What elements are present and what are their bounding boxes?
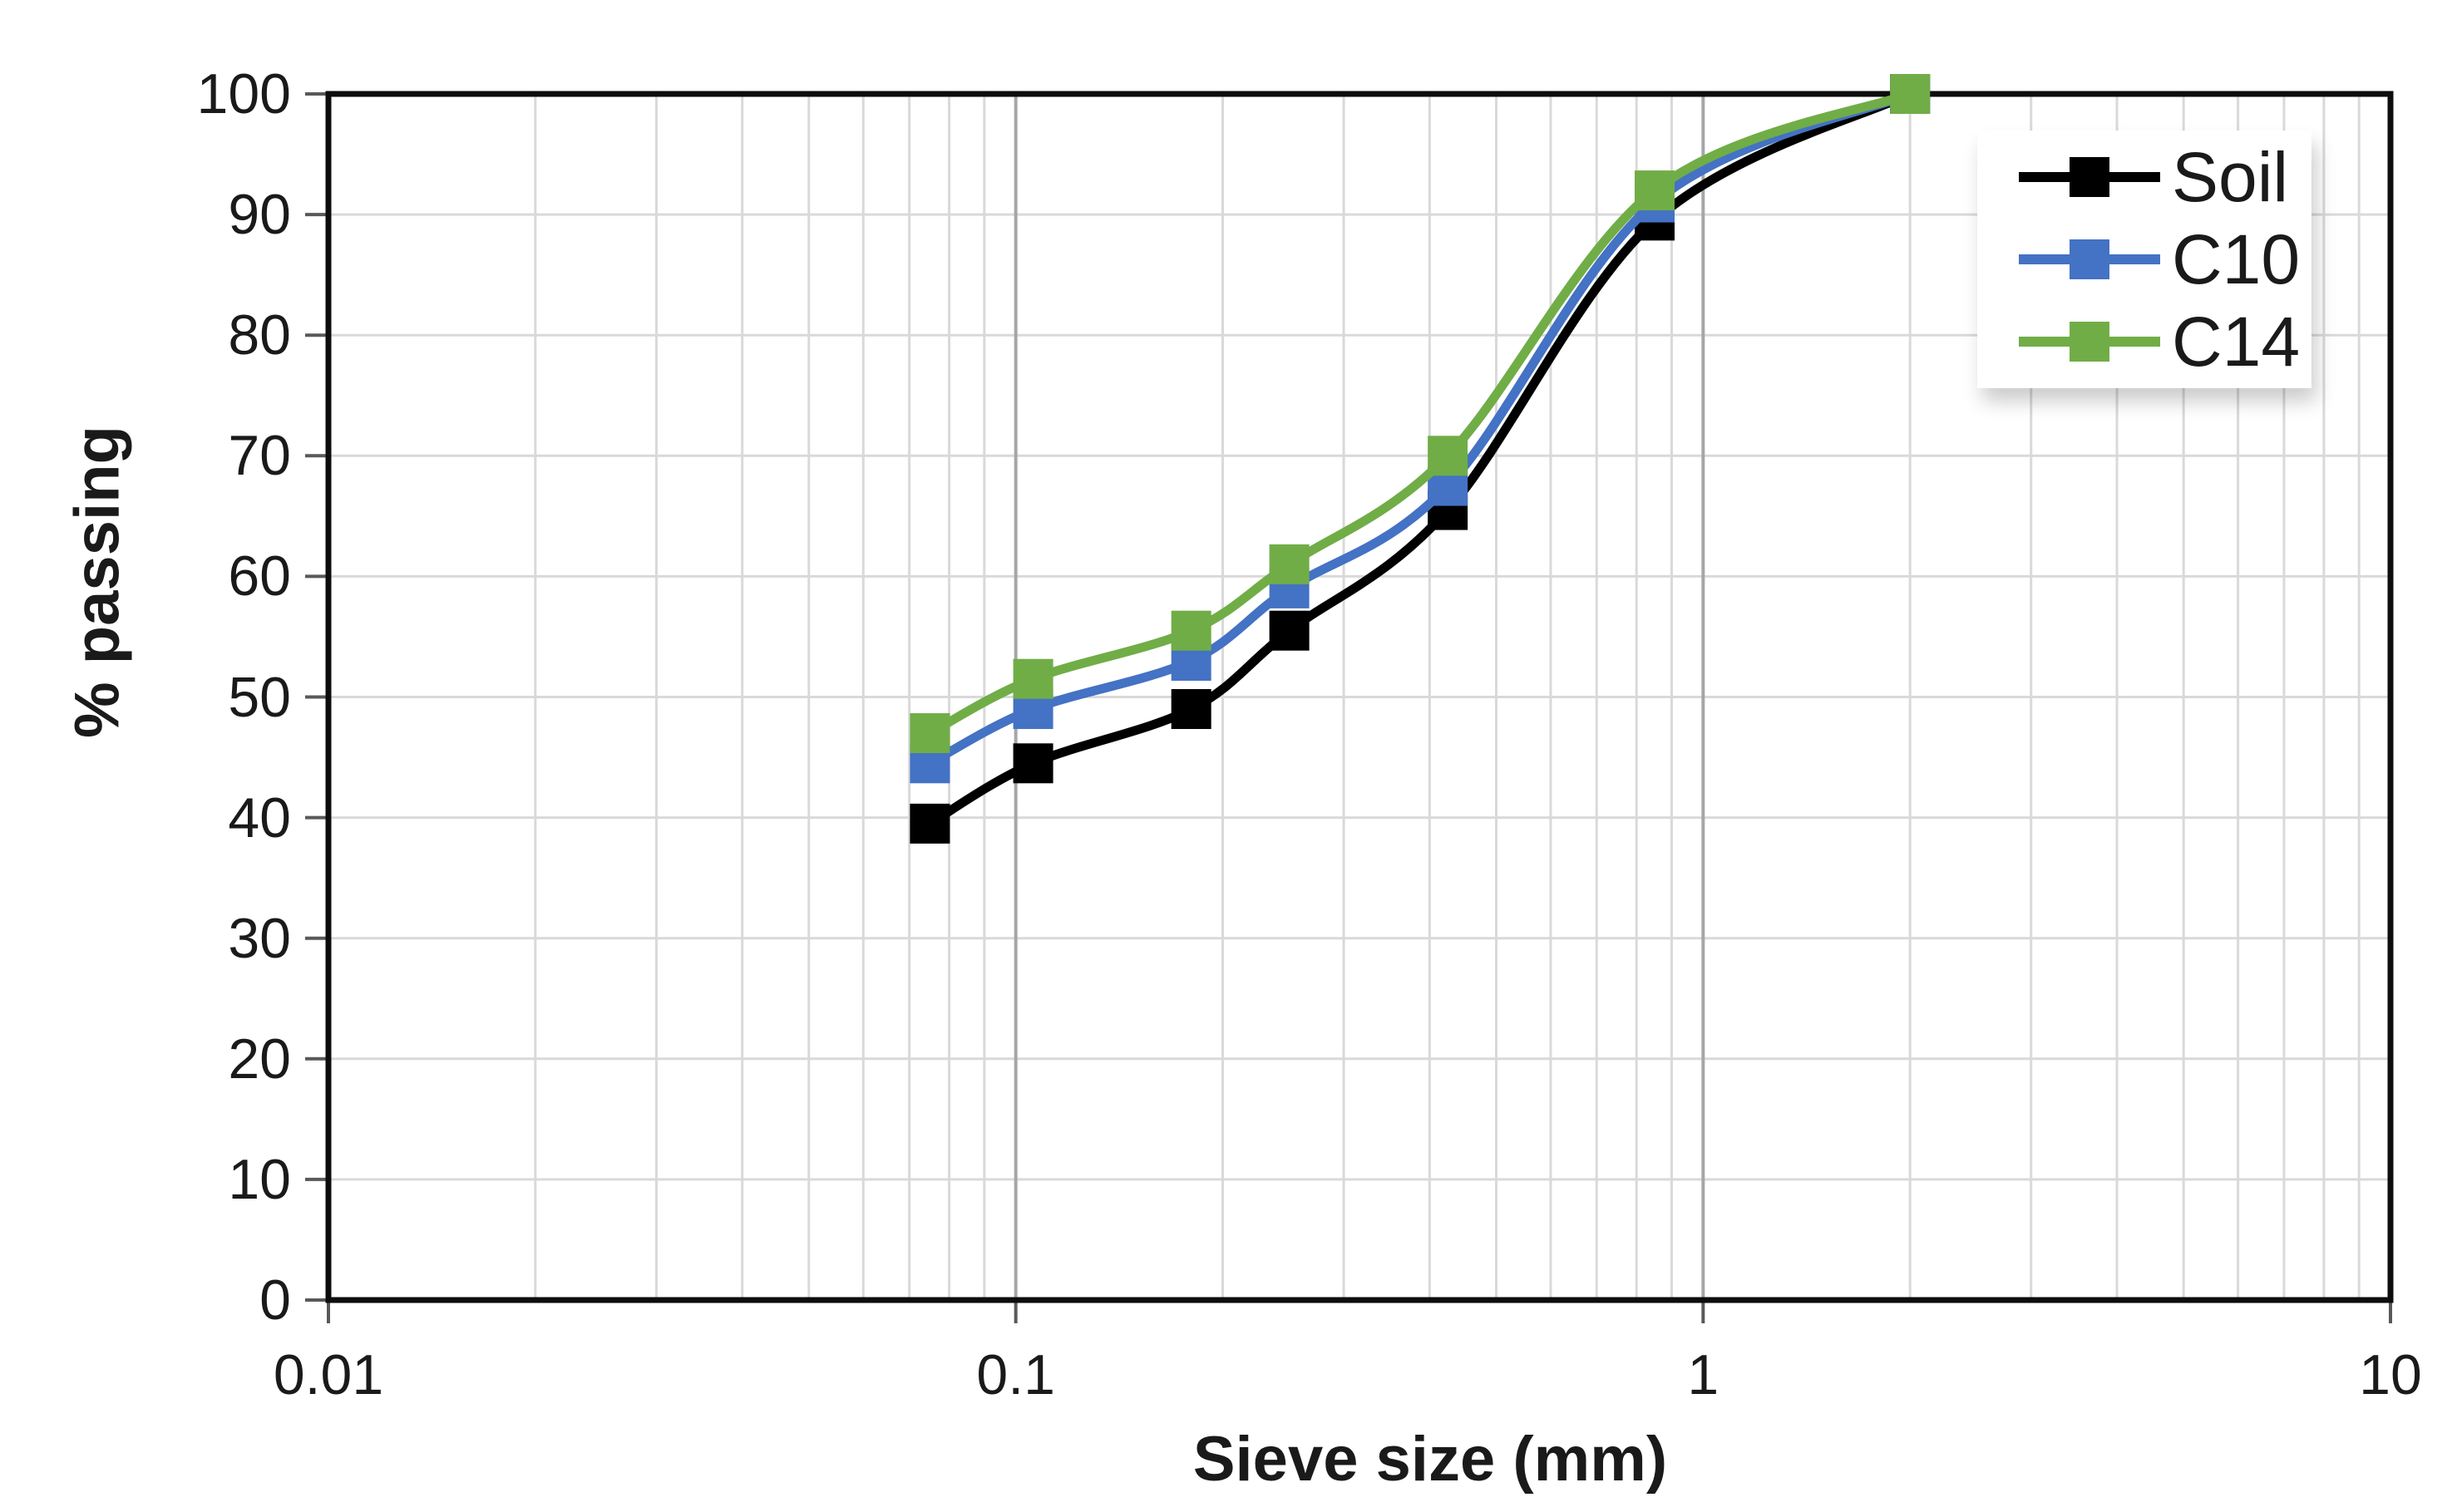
series-marker-C14 [1890, 74, 1931, 114]
series-marker-Soil [1171, 689, 1211, 730]
plot-border [325, 91, 2394, 1303]
series-marker-C14 [1634, 170, 1675, 211]
legend: Soil C10 C14 [1977, 131, 2311, 388]
x-tick-label: 10 [2359, 1343, 2422, 1406]
series-line-Soil [927, 90, 1912, 828]
x-axis-title: Sieve size (mm) [1192, 1424, 1668, 1495]
series-marker-C14 [1269, 544, 1310, 584]
series-marker-Soil [910, 803, 950, 844]
series-marker-C14 [1428, 436, 1468, 476]
y-tick-label: 10 [228, 1147, 291, 1211]
series-marker-C14 [1013, 658, 1053, 699]
legend-swatch-icon [2019, 322, 2160, 362]
y-tick-label: 0 [259, 1268, 291, 1332]
legend-marker-sample [2070, 239, 2109, 279]
x-tick-label: 0.01 [273, 1343, 384, 1406]
y-tick-label: 90 [228, 183, 291, 247]
x-tick-label: 1 [1687, 1343, 1719, 1406]
legend-label: C14 [2172, 303, 2301, 382]
y-tick-label: 70 [228, 424, 291, 488]
y-tick-label: 50 [228, 665, 291, 729]
legend-entry-C10: C10 [2019, 219, 2311, 299]
series-line-C14 [927, 89, 1912, 737]
legend-swatch-icon [2019, 239, 2160, 279]
series-marker-Soil [1013, 743, 1053, 784]
x-tick-label: 0.1 [976, 1343, 1055, 1406]
legend-label: C10 [2172, 219, 2301, 298]
y-tick-label: 20 [228, 1027, 291, 1091]
legend-entry-C14: C14 [2019, 302, 2311, 382]
legend-marker-sample [2070, 322, 2109, 362]
y-tick-label: 30 [228, 906, 291, 970]
legend-entry-Soil: Soil [2019, 137, 2311, 217]
series-line-C10 [927, 89, 1912, 768]
y-tick-label: 40 [228, 786, 291, 850]
legend-marker-sample [2070, 156, 2109, 197]
legend-label: Soil [2172, 137, 2289, 216]
y-axis-title: % passing [62, 426, 133, 738]
series-marker-Soil [1269, 610, 1310, 651]
y-tick-label: 60 [228, 544, 291, 608]
y-tick-label: 80 [228, 303, 291, 367]
y-tick-label: 100 [196, 62, 291, 126]
legend-swatch-icon [2019, 156, 2160, 197]
series-marker-C14 [1171, 610, 1211, 651]
series-marker-C14 [910, 713, 950, 754]
